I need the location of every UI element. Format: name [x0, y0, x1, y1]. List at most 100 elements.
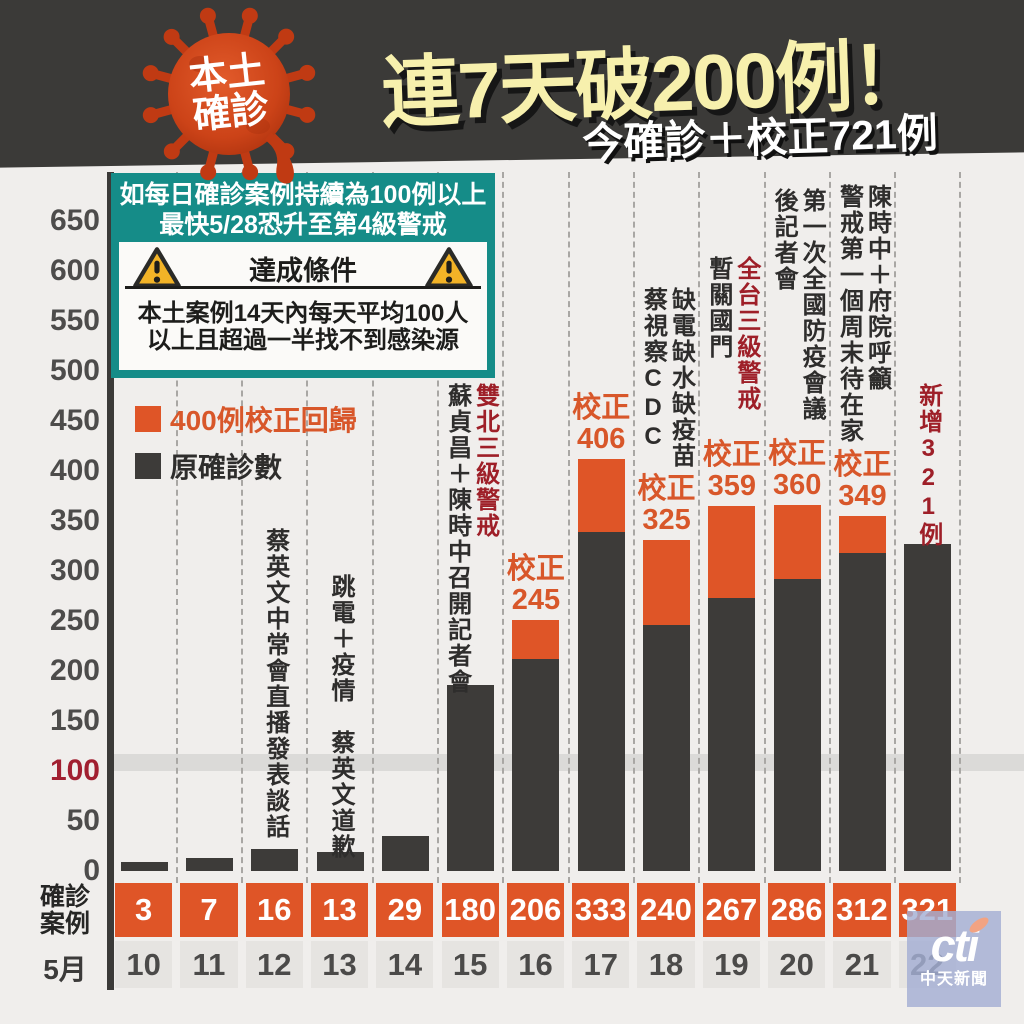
y-tick: 150 [49, 704, 100, 737]
event-annotation-line: 陳時中＋府院呼籲 [863, 184, 891, 392]
event-annotation-line: 警戒第一個周末待在家 [835, 184, 863, 444]
case-count-cell: 267 [702, 883, 760, 937]
case-count-cell: 16 [245, 883, 303, 937]
event-annotation: 陳時中＋府院呼籲 警戒第一個周末待在家 [834, 184, 890, 444]
event-annotation: 跳電＋疫情 蔡英文道歉 [326, 574, 354, 860]
y-tick: 300 [49, 554, 100, 587]
bar-original [577, 532, 625, 871]
correction-label: 校正 325 [637, 473, 696, 536]
y-tick: 650 [49, 204, 100, 237]
date-cell: 14 [376, 941, 434, 988]
gridline [959, 172, 962, 883]
date-cell: 19 [702, 941, 760, 988]
event-annotation-line: 暫關國門 [704, 256, 732, 360]
virus-icon: 本土 確診 [142, 7, 316, 184]
date-cell: 10 [115, 941, 173, 988]
threshold-band-100 [107, 754, 1024, 771]
gridline [698, 172, 701, 883]
bar-original [120, 862, 168, 871]
event-annotation-line: 蔡英文中常會直播發表談話 [261, 528, 289, 840]
warning-icon [133, 247, 181, 288]
date-cell: 12 [245, 941, 303, 988]
virus-badge-text-1: 本土 [187, 49, 267, 99]
case-count-cell: 3 [115, 883, 173, 937]
legend-label-original: 原確診數 [170, 452, 283, 483]
bar-correction [512, 620, 560, 659]
gridline [567, 172, 570, 883]
y-tick: 500 [49, 354, 100, 387]
case-count-cell: 333 [572, 883, 630, 937]
gridline [894, 172, 897, 883]
gridline [241, 172, 244, 883]
bar-original [773, 579, 821, 871]
date-cell: 21 [833, 941, 891, 988]
condition-text: 本土案例14天內每天平均100人 以上且超過一半找不到感染源 [119, 300, 487, 354]
event-annotation-line: 蘇貞昌＋陳時中召開記者會 [443, 383, 471, 695]
event-annotation: 新增321例 [914, 383, 942, 548]
alert-line-1: 如每日確診案例持續為100例以上 [119, 181, 487, 209]
event-annotation-line: 缺電缺水缺疫苗 [667, 287, 695, 469]
y-tick: 50 [66, 804, 100, 837]
date-cell: 13 [310, 941, 369, 988]
date-cell: 17 [572, 941, 630, 988]
bar-original [316, 852, 364, 871]
legend-label-corrected: 400例校正回歸 [170, 405, 357, 436]
correction-label: 校正 245 [506, 553, 565, 616]
date-cell: 16 [506, 941, 565, 988]
condition-line-2: 以上且超過一半找不到感染源 [147, 327, 459, 354]
gridline [632, 172, 635, 883]
event-annotation-line: 跳電＋疫情 蔡英文道歉 [327, 574, 355, 860]
y-tick: 100 [49, 754, 100, 787]
bar-original [447, 685, 495, 871]
month-row-label: 5月 [43, 954, 87, 985]
correction-label: 校正 359 [702, 439, 761, 502]
legend-row-corrected: 400例校正回歸 [135, 399, 357, 439]
legend-swatch-corrected [135, 406, 161, 432]
gridline [502, 172, 505, 883]
bar-correction [708, 506, 756, 598]
date-cell: 20 [768, 941, 826, 988]
bar-correction [643, 540, 691, 625]
cases-row-label: 確診 案例 [39, 883, 90, 938]
event-annotation-line: 後記者會 [770, 188, 798, 292]
case-count-cell: 240 [637, 883, 695, 937]
chart-legend: 400例校正回歸 原確診數 [135, 399, 357, 493]
bar-original [904, 544, 952, 871]
condition-line-1: 本土案例14天內每天平均100人 [137, 300, 469, 327]
gridline [175, 172, 178, 883]
bar-original [185, 858, 233, 871]
gridline [828, 172, 831, 883]
correction-label: 校正 360 [768, 438, 827, 501]
bar-original [708, 598, 756, 871]
bar-original [251, 849, 299, 871]
bar-original [838, 553, 886, 871]
bar-correction [773, 505, 821, 579]
event-annotation: 全台三級警戒 暫關國門 [704, 256, 760, 412]
event-annotation-line: 新增321例 [914, 383, 942, 548]
alert-box: 如每日確診案例持續為100例以上 最快5/28恐升至第4級警戒 達成條件 本土案… [111, 173, 495, 378]
y-tick: 250 [49, 604, 100, 637]
y-tick: 450 [49, 404, 100, 437]
alert-condition-panel: 達成條件 本土案例14天內每天平均100人 以上且超過一半找不到感染源 [119, 242, 487, 370]
y-tick: 550 [49, 304, 100, 337]
legend-swatch-original [135, 453, 161, 479]
bar-original [643, 625, 691, 871]
y-tick: 350 [49, 504, 100, 537]
virus-badge-text-2: 確診 [191, 88, 271, 138]
case-count-cell: 7 [180, 883, 238, 937]
gridline [306, 172, 309, 883]
case-count-cell: 206 [506, 883, 565, 937]
date-cell: 18 [637, 941, 695, 988]
watermark-name: 中天新聞 [919, 971, 988, 988]
event-annotation: 第一次全國防疫會議 後記者會 [769, 188, 825, 422]
correction-label: 校正 406 [572, 392, 631, 455]
event-annotation-line: 雙北三級警戒 [471, 383, 499, 539]
correction-label: 校正 349 [833, 449, 892, 512]
date-cell: 11 [180, 941, 238, 988]
sub-title: 今確診＋校正721例 [581, 110, 939, 166]
condition-underline [125, 286, 481, 289]
watermark-brand: cti [930, 920, 980, 971]
cti-watermark: cti 中天新聞 [907, 911, 1001, 1007]
y-tick: 600 [49, 254, 100, 287]
